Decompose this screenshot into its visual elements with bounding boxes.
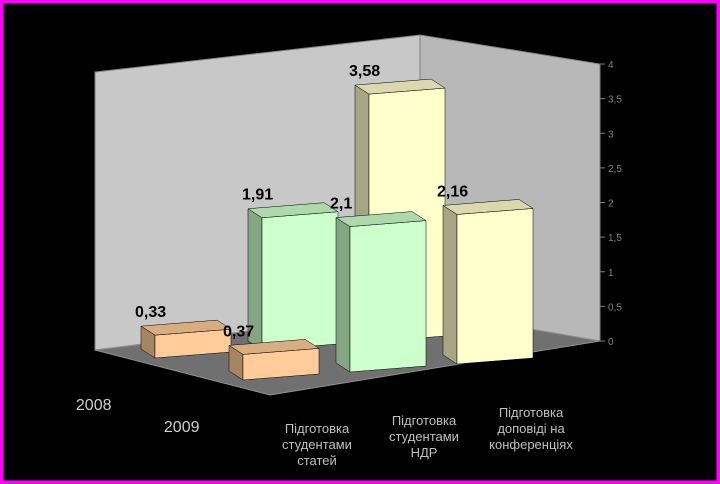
value-label: 0,37 [223,323,254,340]
y-tick-label: 1 [608,268,614,279]
bar-side [442,204,458,365]
bar [228,339,320,381]
bar-front [456,208,534,365]
y-tick-label: 0 [608,337,614,348]
y-tick-label: 3,5 [608,95,622,106]
bar [140,319,232,359]
bar-front [261,211,339,351]
bar [335,211,427,373]
bar-top [140,319,232,336]
bar-front [349,220,427,373]
bar-side [335,217,351,373]
series-label: 2008 [76,397,112,414]
bar-top [354,78,446,95]
bar [442,199,534,365]
series-label: 2009 [164,419,200,436]
bar-top [335,211,427,227]
x-tick-label: Підготовка студентами статей [282,421,352,468]
bar-top [247,202,339,218]
value-label: 2,1 [330,196,352,213]
value-label: 2,16 [437,183,468,200]
y-tick-label: 4 [608,60,614,71]
bar-top [228,339,320,355]
bar [247,202,339,351]
value-label: 3,58 [349,63,380,80]
value-label: 1,91 [242,187,273,204]
y-tick-label: 2,5 [608,164,622,175]
bar-top [442,199,534,215]
x-tick-label: Підготовка доповіді на конференціях [489,405,573,452]
y-tick-label: 3 [608,129,614,140]
value-label: 0,33 [135,304,166,321]
y-tick-label: 0,5 [608,302,622,313]
x-tick-label: Підготовка студентами НДР [389,413,459,460]
y-tick-label: 1,5 [608,233,622,244]
y-tick-label: 2 [608,199,614,210]
